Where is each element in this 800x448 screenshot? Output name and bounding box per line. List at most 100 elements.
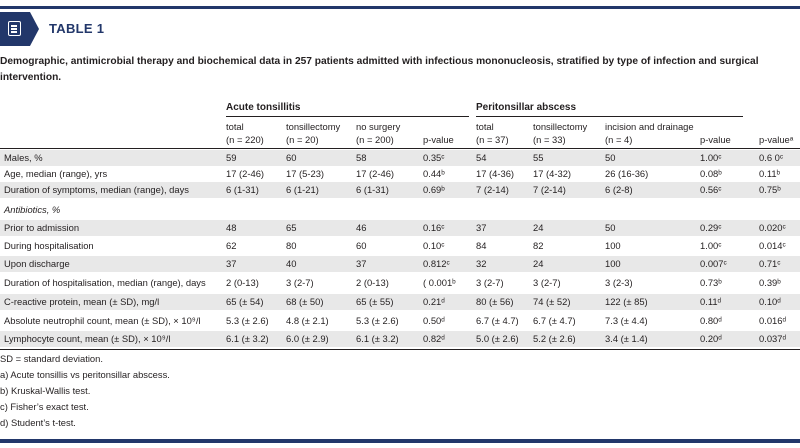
column-header-line1: tonsillectomy [286,121,341,132]
group-acute-tonsillitis: Acute tonsillitis [226,102,301,113]
table-row: Antibiotics, % [0,202,800,218]
table-cell: 3 (2-7) [476,277,504,288]
column-header-line1: tonsillectomy [533,121,588,132]
table-cell: 74 (± 52) [533,296,571,307]
table-cell: 3 (2-7) [533,277,561,288]
table-cell: 7.3 (± 4.4) [605,315,648,326]
table-cell: 68 (± 50) [286,296,324,307]
table-cell: 0.39ᵇ [759,277,781,288]
footnote: b) Kruskal-Wallis test. [0,385,91,396]
table-cell: 6.1 (± 3.2) [356,333,399,344]
column-header-line1: no surgery [356,121,401,132]
table-cell: 0.10ᵈ [759,296,781,307]
table-title: TABLE 1 [49,21,105,36]
table-cell: 80 (± 56) [476,296,514,307]
table-cell: 46 [356,222,367,233]
table-row: C-reactive protein, mean (± SD), mg/l 65 … [0,294,800,310]
table-cell: 6.7 (± 4.7) [476,315,519,326]
table-cell: 0.08ᵇ [700,168,722,179]
table-cell: 6.1 (± 3.2) [226,333,269,344]
table-cell: 0.812ᶜ [423,258,450,269]
table-cell: 5.0 (± 2.6) [476,333,519,344]
table-cell: 0.6 0ᶜ [759,152,784,163]
table-cell: 0.20ᵈ [700,333,722,344]
table-cell: 17 (2-46) [226,168,265,179]
table-cell: 24 [533,258,544,269]
table-row: Males, % 59 60 58 0.35ᶜ 54 55 50 1.00ᶜ 0.6 0ᶜ [0,150,800,166]
table-row: Absolute neutrophil count, mean (± SD), … [0,313,800,329]
table-cell: 24 [533,222,544,233]
table-caption: Demographic, antimicrobial therapy and b… [0,56,759,83]
table-cell: 17 (5-23) [286,168,325,179]
row-label: Males, % [4,152,43,163]
table-cell: 37 [226,258,237,269]
table-cell: 50 [605,222,616,233]
table-cell: ( 0.001ᵇ [423,277,456,288]
table-cell: 17 (4-36) [476,168,515,179]
row-label: Lymphocyte count, mean (± SD), × 10⁹/l [4,333,171,344]
table-cell: 0.11ᵇ [759,168,781,179]
table-cell: 82 [533,240,544,251]
row-label: Duration of symptoms, median (range), da… [4,184,189,195]
table-cell: 0.29ᶜ [700,222,722,233]
table-cell: 0.44ᵇ [423,168,445,179]
table-cell: 59 [226,152,237,163]
column-header-line1: total [226,121,244,132]
row-label: C-reactive protein, mean (± SD), mg/l [4,296,160,307]
table-cell: 40 [286,258,297,269]
table-row: Upon discharge 37 40 37 0.812ᶜ 32 24 100 0.007ᶜ 0… [0,256,800,272]
row-label: Absolute neutrophil count, mean (± SD), … [4,315,201,326]
header-rule [0,148,800,149]
table-cell: 1.00ᶜ [700,240,722,251]
column-header-line2: (n = 220) [226,134,264,145]
table-cell: 37 [476,222,487,233]
table-cell: 0.80ᵈ [700,315,722,326]
table-row: Duration of symptoms, median (range), da… [0,182,800,198]
table-cell: 3.4 (± 1.4) [605,333,648,344]
table-cell: 17 (2-46) [356,168,395,179]
column-header: p-value [700,133,731,146]
table-cell: 62 [226,240,237,251]
column-header-line2: (n = 4) [605,134,633,145]
table-cell: 54 [476,152,487,163]
footnote: a) Acute tonsillis vs peritonsillar absc… [0,369,170,380]
table-cell: 0.016ᵈ [759,315,786,326]
table-cell: 6.0 (± 2.9) [286,333,329,344]
footnote: SD = standard deviation. [0,353,103,364]
column-header: incision and drainage (n = 4) [605,120,694,146]
table-cell: 0.007ᶜ [700,258,727,269]
table-cell: 5.3 (± 2.6) [356,315,399,326]
column-header-line1: p-valueᵃ [759,134,794,145]
table-cell: 80 [286,240,297,251]
table-row: Duration of hospitalisation, median (ran… [0,275,800,291]
table-cell: 5.3 (± 2.6) [226,315,269,326]
row-label: Antibiotics, % [4,204,61,215]
table-cell: 17 (4-32) [533,168,572,179]
table-cell: 65 (± 55) [356,296,394,307]
table-cell: 37 [356,258,367,269]
table-cell: 0.014ᶜ [759,240,786,251]
table-cell: 55 [533,152,544,163]
table-cell: 1.00ᶜ [700,152,722,163]
table-cell: 84 [476,240,487,251]
group-acute-tonsillitis-rule [226,116,469,117]
table-cell: 5.2 (± 2.6) [533,333,576,344]
top-rule [0,6,800,9]
table-cell: 0.16ᶜ [423,222,445,233]
table-cell: 0.69ᵇ [423,184,445,195]
table-cell: 4.8 (± 2.1) [286,315,329,326]
table-cell: 7 (2-14) [476,184,509,195]
table-cell: 3 (2-7) [286,277,314,288]
table-cell: 0.037ᵈ [759,333,786,344]
table-cell: 48 [226,222,237,233]
column-header-line2: (n = 200) [356,134,394,145]
header-arrow [30,12,39,46]
group-peritonsillar-abscess: Peritonsillar abscess [476,102,577,113]
table-cell: 6.7 (± 4.7) [533,315,576,326]
table-cell: 6 (1-21) [286,184,319,195]
column-header: total (n = 220) [226,120,264,146]
table-cell: 6 (1-31) [226,184,259,195]
table-cell: 60 [286,152,297,163]
column-header-line2: (n = 20) [286,134,319,145]
table-row: Lymphocyte count, mean (± SD), × 10⁹/l 6.… [0,331,800,347]
